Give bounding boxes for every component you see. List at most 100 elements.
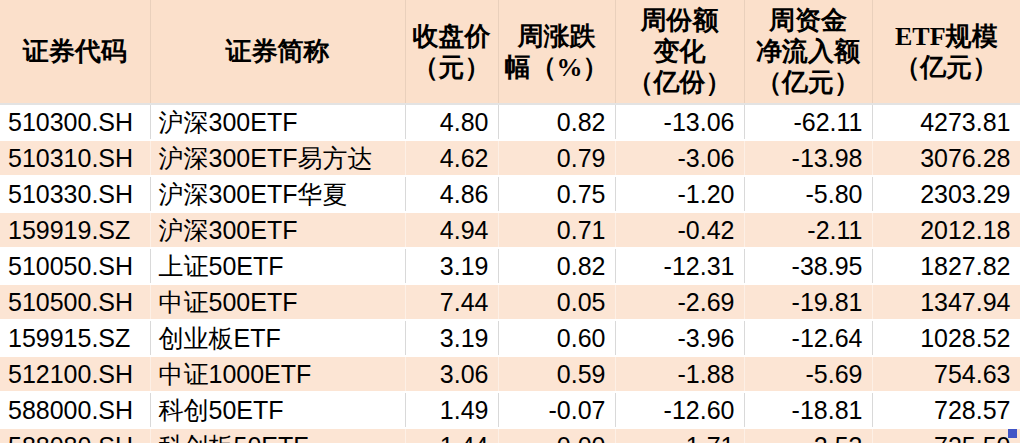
code-cell[interactable]: 588080.SH	[0, 428, 150, 443]
table-row: 159919.SZ沪深300ETF4.940.71-0.42-2.112012.…	[0, 212, 1020, 248]
name-cell[interactable]: 沪深300ETF	[150, 212, 405, 248]
header-line: （亿份）	[616, 67, 744, 98]
close-price-cell[interactable]: 7.44	[405, 284, 498, 320]
close-price-cell[interactable]: 4.94	[405, 212, 498, 248]
share-change-cell[interactable]: -13.06	[615, 104, 744, 140]
close-price-cell[interactable]: 1.49	[405, 392, 498, 428]
code-cell[interactable]: 512100.SH	[0, 356, 150, 392]
weekly-change-cell[interactable]: 0.00	[498, 428, 615, 443]
header-line: 证券代码	[0, 36, 150, 67]
code-cell[interactable]: 510050.SH	[0, 248, 150, 284]
etf-table: 证券代码证券简称收盘价（元）周涨跌幅（%）周份额变化（亿份）周资金净流入额（亿元…	[0, 0, 1020, 443]
table-row: 510050.SH上证50ETF3.190.82-12.31-38.951827…	[0, 248, 1020, 284]
net-inflow-cell[interactable]: -2.53	[744, 428, 872, 443]
code-cell[interactable]: 159915.SZ	[0, 320, 150, 356]
share-change-cell[interactable]: -1.71	[615, 428, 744, 443]
name-cell[interactable]: 沪深300ETF易方达	[150, 140, 405, 176]
net-inflow-cell[interactable]: -38.95	[744, 248, 872, 284]
net-inflow-cell[interactable]: -5.69	[744, 356, 872, 392]
etf-scale-cell[interactable]: 4273.81	[872, 104, 1020, 140]
share-change-cell[interactable]: -12.31	[615, 248, 744, 284]
code-cell[interactable]: 159919.SZ	[0, 212, 150, 248]
weekly-change-cell[interactable]: 0.82	[498, 104, 615, 140]
header-line: ETF规模	[873, 21, 1020, 52]
header-line: 周资金	[745, 5, 872, 36]
name-cell[interactable]: 中证1000ETF	[150, 356, 405, 392]
name-cell[interactable]: 科创板50ETF	[150, 428, 405, 443]
code-cell[interactable]: 510300.SH	[0, 104, 150, 140]
header-line: （亿元）	[745, 67, 872, 98]
share-change-cell[interactable]: -2.69	[615, 284, 744, 320]
net-inflow-cell[interactable]: -12.64	[744, 320, 872, 356]
header-line: 收盘价	[406, 21, 498, 52]
net-inflow-cell[interactable]: -5.80	[744, 176, 872, 212]
weekly-change-cell[interactable]: -0.07	[498, 392, 615, 428]
close-price-cell[interactable]: 3.19	[405, 248, 498, 284]
close-price-cell[interactable]: 4.80	[405, 104, 498, 140]
etf-scale-cell[interactable]: 1028.52	[872, 320, 1020, 356]
net-inflow-cell[interactable]: -18.81	[744, 392, 872, 428]
close-price-cell[interactable]: 4.62	[405, 140, 498, 176]
table-body: 510300.SH沪深300ETF4.800.82-13.06-62.11427…	[0, 104, 1020, 443]
share-change-cell[interactable]: -1.20	[615, 176, 744, 212]
share-change-cell[interactable]: -3.06	[615, 140, 744, 176]
weekly-change-cell[interactable]: 0.59	[498, 356, 615, 392]
name-cell[interactable]: 沪深300ETF华夏	[150, 176, 405, 212]
header-line: 周涨跌	[499, 21, 615, 52]
column-header-etf-scale[interactable]: ETF规模（亿元）	[872, 0, 1020, 104]
net-inflow-cell[interactable]: -19.81	[744, 284, 872, 320]
table-row: 510330.SH沪深300ETF华夏4.860.75-1.20-5.80230…	[0, 176, 1020, 212]
net-inflow-cell[interactable]: -13.98	[744, 140, 872, 176]
share-change-cell[interactable]: -3.96	[615, 320, 744, 356]
name-cell[interactable]: 沪深300ETF	[150, 104, 405, 140]
code-cell[interactable]: 510310.SH	[0, 140, 150, 176]
table-row: 588080.SH科创板50ETF1.440.00-1.71-2.53725.5…	[0, 428, 1020, 443]
name-cell[interactable]: 上证50ETF	[150, 248, 405, 284]
header-line: 证券简称	[151, 36, 405, 67]
share-change-cell[interactable]: -0.42	[615, 212, 744, 248]
net-inflow-cell[interactable]: -62.11	[744, 104, 872, 140]
weekly-change-cell[interactable]: 0.82	[498, 248, 615, 284]
net-inflow-cell[interactable]: -2.11	[744, 212, 872, 248]
weekly-change-cell[interactable]: 0.79	[498, 140, 615, 176]
code-cell[interactable]: 510330.SH	[0, 176, 150, 212]
share-change-cell[interactable]: -12.60	[615, 392, 744, 428]
table-row: 588000.SH科创50ETF1.49-0.07-12.60-18.81728…	[0, 392, 1020, 428]
weekly-change-cell[interactable]: 0.75	[498, 176, 615, 212]
code-cell[interactable]: 588000.SH	[0, 392, 150, 428]
selection-fill-handle[interactable]	[1008, 429, 1017, 438]
etf-scale-cell[interactable]: 725.50	[872, 428, 1020, 443]
close-price-cell[interactable]: 4.86	[405, 176, 498, 212]
etf-scale-cell[interactable]: 1827.82	[872, 248, 1020, 284]
weekly-change-cell[interactable]: 0.71	[498, 212, 615, 248]
column-header-share-change[interactable]: 周份额变化（亿份）	[615, 0, 744, 104]
etf-scale-cell[interactable]: 1347.94	[872, 284, 1020, 320]
weekly-change-cell[interactable]: 0.60	[498, 320, 615, 356]
column-header-code[interactable]: 证券代码	[0, 0, 150, 104]
close-price-cell[interactable]: 3.06	[405, 356, 498, 392]
table-row: 159915.SZ创业板ETF3.190.60-3.96-12.641028.5…	[0, 320, 1020, 356]
name-cell[interactable]: 科创50ETF	[150, 392, 405, 428]
column-header-net-inflow[interactable]: 周资金净流入额（亿元）	[744, 0, 872, 104]
share-change-cell[interactable]: -1.88	[615, 356, 744, 392]
name-cell[interactable]: 创业板ETF	[150, 320, 405, 356]
name-cell[interactable]: 中证500ETF	[150, 284, 405, 320]
header-line: （元）	[406, 52, 498, 83]
etf-scale-cell[interactable]: 754.63	[872, 356, 1020, 392]
etf-scale-cell[interactable]: 2303.29	[872, 176, 1020, 212]
column-header-name[interactable]: 证券简称	[150, 0, 405, 104]
etf-scale-cell[interactable]: 2012.18	[872, 212, 1020, 248]
header-line: 净流入额	[745, 36, 872, 67]
table-row: 512100.SH中证1000ETF3.060.59-1.88-5.69754.…	[0, 356, 1020, 392]
etf-scale-cell[interactable]: 3076.28	[872, 140, 1020, 176]
code-cell[interactable]: 510500.SH	[0, 284, 150, 320]
close-price-cell[interactable]: 1.44	[405, 428, 498, 443]
etf-scale-cell[interactable]: 728.57	[872, 392, 1020, 428]
weekly-change-cell[interactable]: 0.05	[498, 284, 615, 320]
column-header-weekly-change[interactable]: 周涨跌幅（%）	[498, 0, 615, 104]
table-row: 510500.SH中证500ETF7.440.05-2.69-19.811347…	[0, 284, 1020, 320]
close-price-cell[interactable]: 3.19	[405, 320, 498, 356]
column-header-close-price[interactable]: 收盘价（元）	[405, 0, 498, 104]
header-line: 周份额	[616, 5, 744, 36]
header-line: 幅（%）	[499, 52, 615, 83]
